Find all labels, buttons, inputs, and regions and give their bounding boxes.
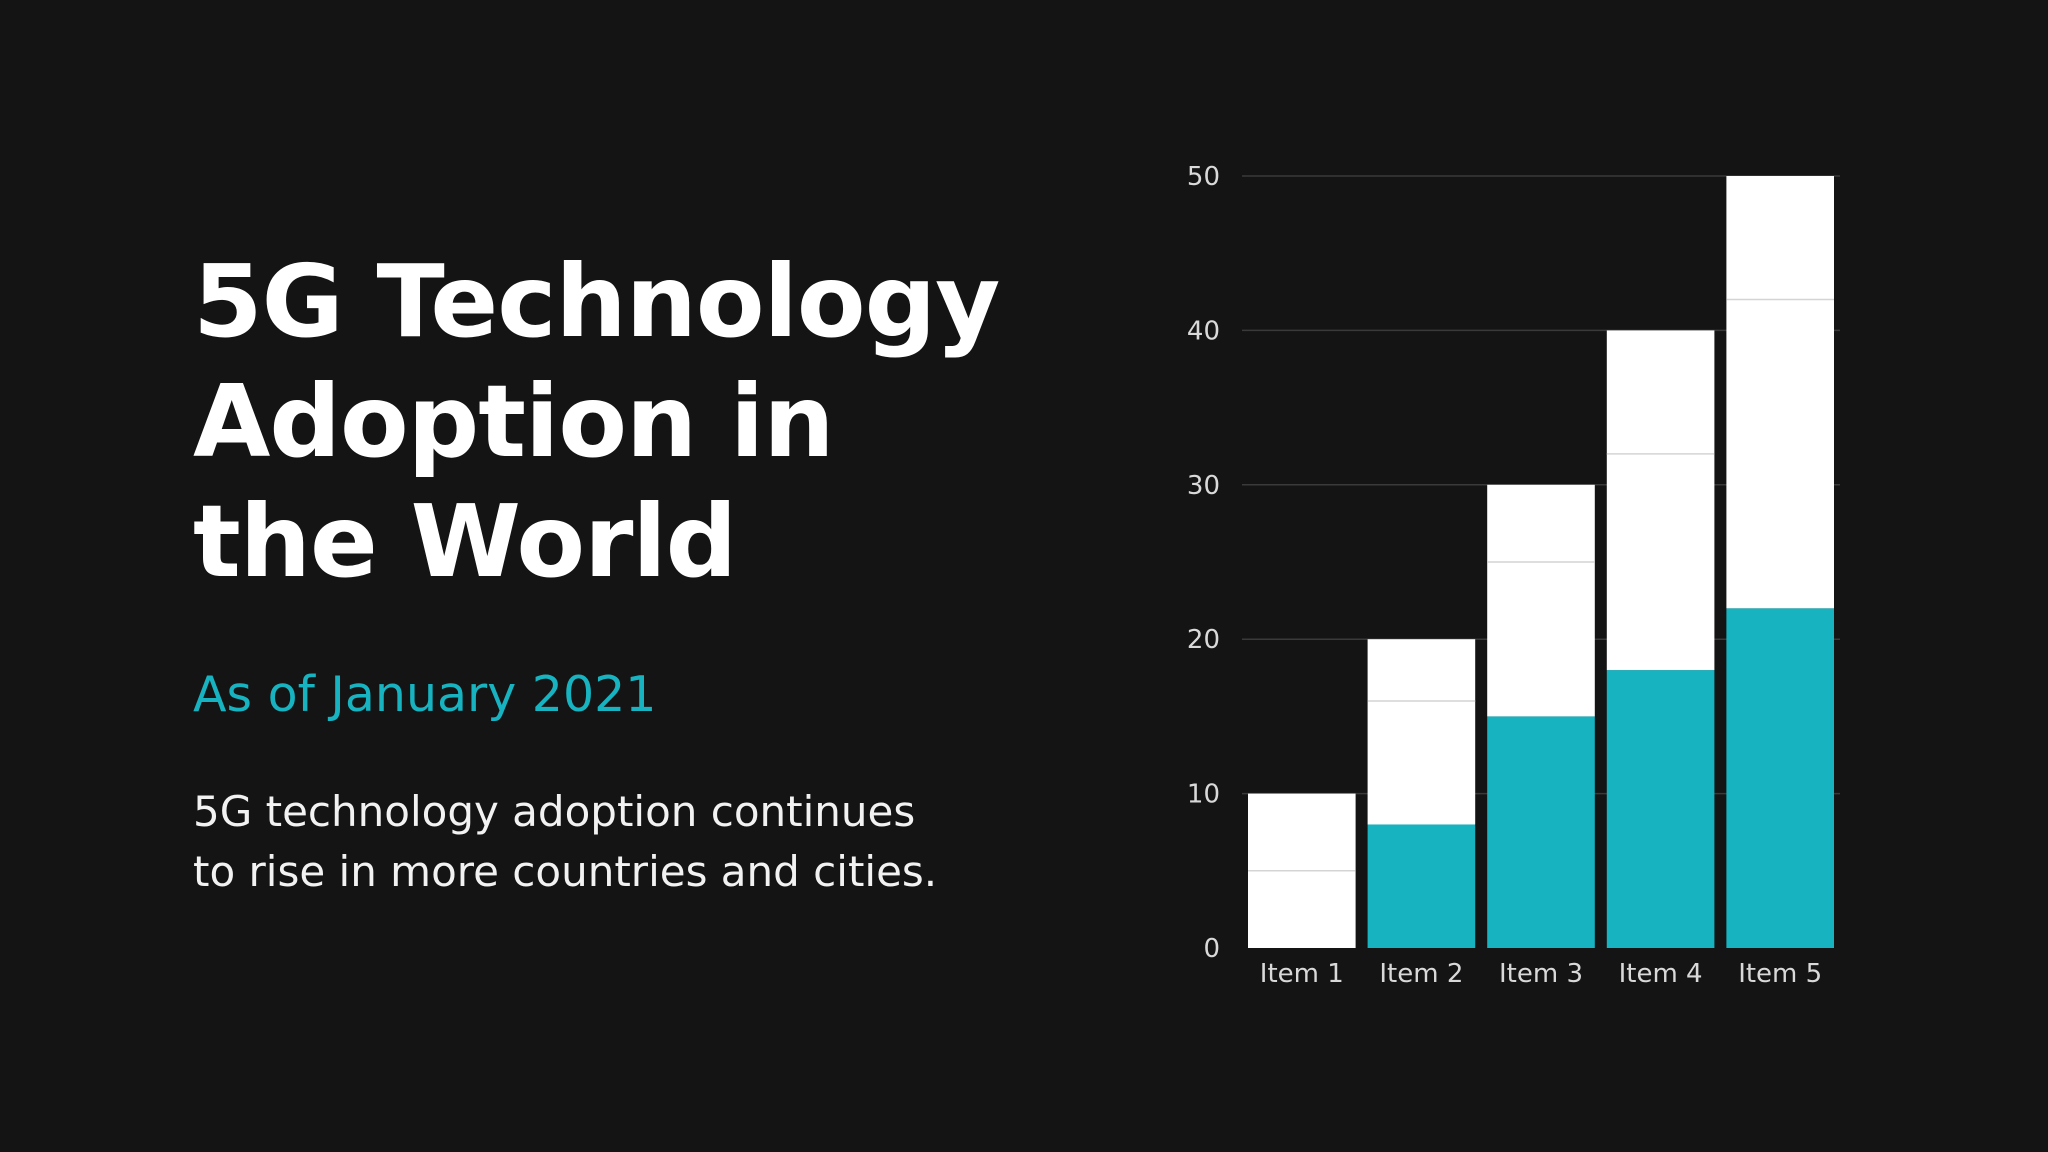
bar-item-5-series-1: [1726, 608, 1834, 948]
bar-item-3-series-1: [1487, 716, 1595, 948]
x-tick-label-item-3: Item 3: [1499, 959, 1583, 989]
x-tick-label-item-4: Item 4: [1619, 959, 1703, 989]
bars: [1248, 176, 1834, 948]
bar-item-5-series-3: [1726, 176, 1834, 300]
bar-item-1-series-3: [1248, 793, 1356, 871]
slide-subtitle: As of January 2021: [193, 666, 657, 723]
x-tick-label-item-1: Item 1: [1260, 959, 1344, 989]
stacked-bar-chart: 0 10 20 30 40 50 Item 1 Item 2 Item 3 Item 4 Item…: [1160, 140, 1880, 1020]
x-axis-ticks: Item 1 Item 2 Item 3 Item 4 Item 5: [1260, 959, 1822, 989]
y-tick-label-50: 50: [1187, 162, 1220, 192]
bar-item-3-series-2: [1487, 562, 1595, 717]
bar-item-2-series-2: [1367, 700, 1476, 825]
bar-item-1-series-2: [1248, 870, 1356, 948]
title-line-3: the World: [193, 483, 737, 600]
description-line-1: 5G technology adoption continues: [193, 787, 916, 836]
bar-item-2-series-1: [1367, 824, 1476, 948]
bar-item-4-series-2: [1606, 453, 1715, 671]
bar-item-5-series-2: [1726, 299, 1834, 609]
bar-item-2-series-3: [1367, 639, 1476, 701]
y-tick-label-10: 10: [1187, 780, 1220, 810]
slide-description: 5G technology adoption continues to rise…: [193, 782, 1013, 902]
y-tick-label-30: 30: [1187, 471, 1220, 501]
bar-item-4-series-1: [1606, 670, 1715, 948]
y-tick-label-20: 20: [1187, 625, 1220, 655]
x-tick-label-item-2: Item 2: [1379, 959, 1463, 989]
bar-item-3-series-3: [1487, 484, 1595, 562]
slide-title: 5G Technology Adoption in the World: [193, 242, 1073, 602]
title-line-1: 5G Technology: [193, 243, 1000, 360]
description-line-2: to rise in more countries and cities.: [193, 847, 938, 896]
y-axis-ticks: 0 10 20 30 40 50: [1187, 162, 1220, 964]
y-tick-label-0: 0: [1203, 934, 1220, 964]
x-tick-label-item-5: Item 5: [1738, 959, 1822, 989]
bar-item-4-series-3: [1606, 330, 1715, 454]
title-line-2: Adoption in: [193, 363, 835, 480]
y-tick-label-40: 40: [1187, 316, 1220, 346]
